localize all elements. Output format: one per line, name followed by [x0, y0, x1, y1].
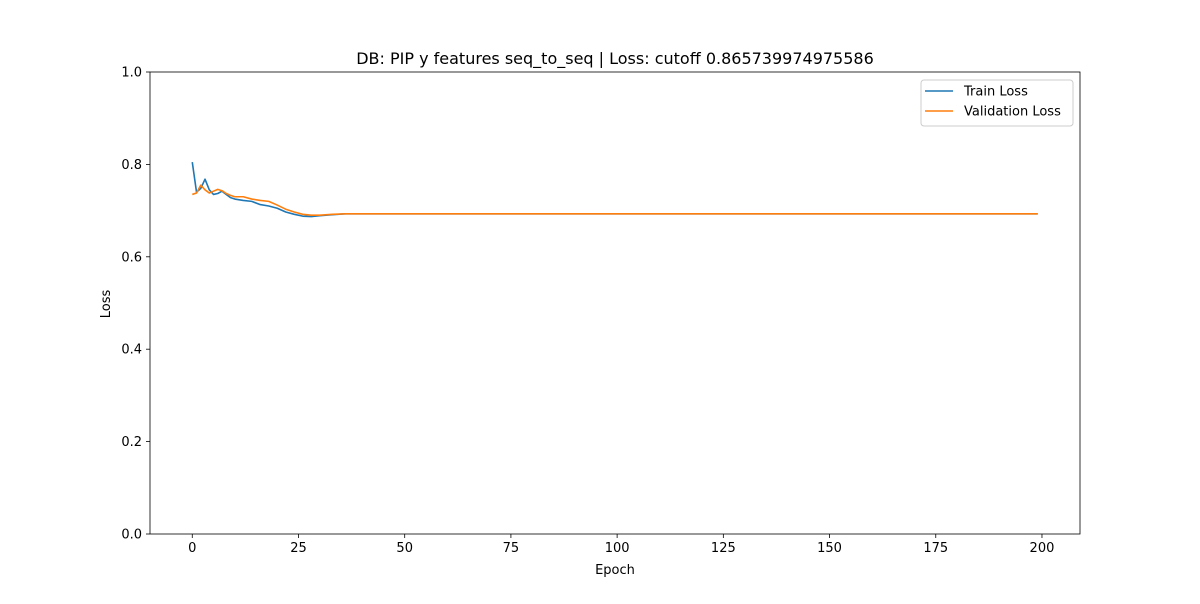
x-tick-label: 25	[290, 541, 307, 556]
y-axis-label: Loss	[99, 290, 114, 319]
x-tick-label: 200	[1030, 541, 1055, 556]
ticks: 0 25 50 75 100 125 150 175 200 0.0 0.2 0.4 0.6 0.8 1.0	[121, 66, 1054, 557]
series-line-train-loss	[191, 161, 1038, 218]
y-tick-label: 0.8	[121, 158, 142, 173]
x-tick-label: 50	[396, 541, 413, 556]
legend-box	[920, 79, 1074, 127]
y-tick-label: 1.0	[121, 66, 142, 81]
legend-label-train-loss: Train Loss	[963, 85, 1028, 100]
x-tick-label: 175	[923, 541, 948, 556]
plot-frame	[149, 71, 1081, 535]
series-line-validation-loss	[192, 184, 1038, 217]
chart-title: DB: PIP y features seq_to_seq | Loss: cu…	[356, 49, 874, 69]
y-tick-label: 0.4	[121, 343, 142, 358]
legend-label-validation-loss: Validation Loss	[964, 105, 1061, 120]
x-tick-label: 125	[711, 541, 736, 556]
x-tick-label: 100	[605, 541, 630, 556]
legend: Train Loss Validation Loss	[920, 79, 1074, 127]
y-tick-label: 0.0	[121, 528, 142, 543]
y-tick-label: 0.6	[121, 250, 142, 265]
x-tick-label: 150	[817, 541, 842, 556]
plot-area	[149, 71, 1081, 535]
x-axis-label: Epoch	[595, 563, 635, 578]
x-tick-label: 75	[503, 541, 520, 556]
x-tick-label: 0	[188, 541, 196, 556]
y-tick-label: 0.2	[121, 435, 142, 450]
